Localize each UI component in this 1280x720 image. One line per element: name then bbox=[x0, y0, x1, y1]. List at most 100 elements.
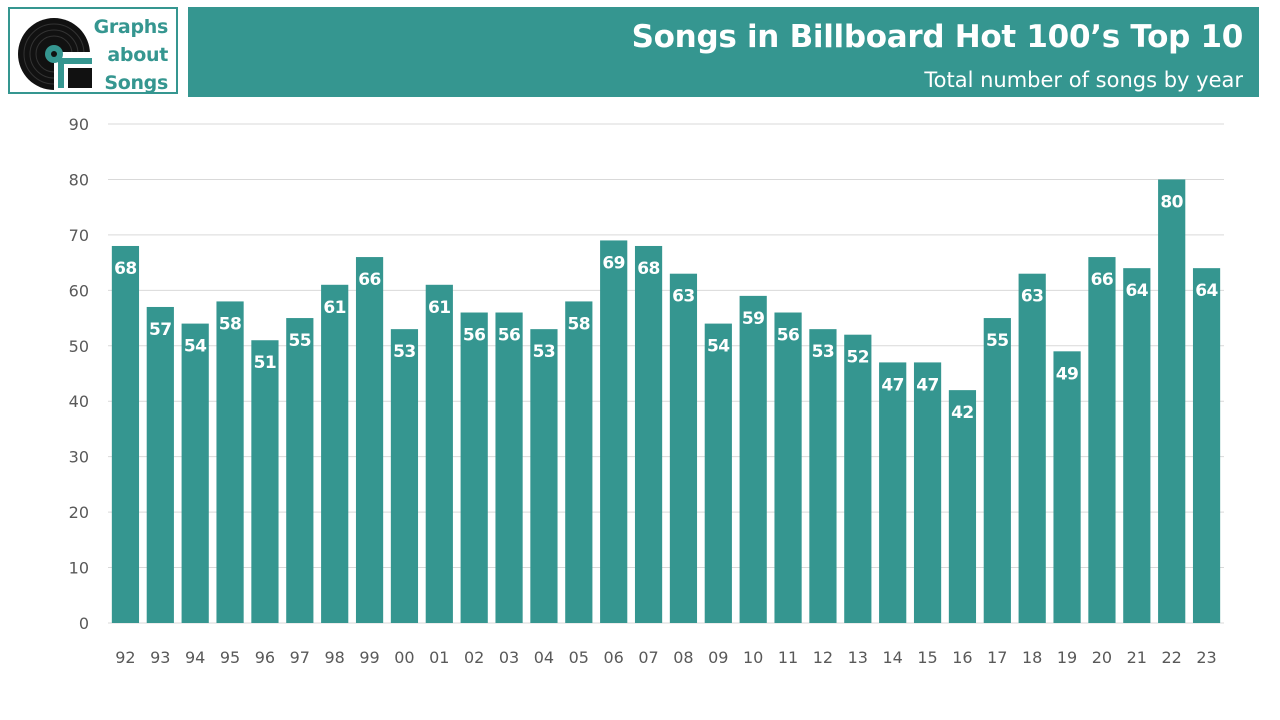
bar-value-label: 80 bbox=[1160, 192, 1183, 212]
bar-value-label: 69 bbox=[602, 253, 625, 273]
bar bbox=[146, 306, 174, 623]
y-tick-label: 40 bbox=[69, 392, 89, 411]
bar bbox=[425, 284, 453, 623]
bar-value-label: 53 bbox=[812, 342, 835, 362]
x-tick-label: 20 bbox=[1092, 648, 1112, 667]
x-tick-label: 23 bbox=[1196, 648, 1216, 667]
x-tick-label: 18 bbox=[1022, 648, 1042, 667]
x-tick-label: 93 bbox=[150, 648, 170, 667]
bar-value-label: 66 bbox=[358, 270, 381, 290]
x-tick-label: 01 bbox=[429, 648, 449, 667]
y-tick-label: 0 bbox=[79, 614, 89, 633]
logo: Graphs about Songs bbox=[8, 7, 178, 94]
x-axis: 92 93 94 95 96 97 98 99 00 01 02 03 04 05 06 07 08 09 10 11… bbox=[115, 648, 1216, 667]
bar-value-label: 52 bbox=[846, 348, 869, 368]
bar bbox=[1192, 268, 1221, 623]
bar-value-label: 42 bbox=[951, 403, 974, 423]
x-tick-label: 10 bbox=[743, 648, 763, 667]
chart-title: Songs in Billboard Hot 100’s Top 10 bbox=[631, 19, 1244, 55]
bar bbox=[1158, 179, 1186, 623]
bar bbox=[774, 312, 802, 623]
bar bbox=[809, 329, 837, 623]
bar-value-label: 51 bbox=[254, 353, 277, 373]
y-tick-label: 60 bbox=[69, 281, 89, 300]
header-banner: Songs in Billboard Hot 100’s Top 10 Tota… bbox=[188, 7, 1259, 97]
bar-value-label: 54 bbox=[707, 337, 730, 357]
x-tick-label: 99 bbox=[359, 648, 379, 667]
bar bbox=[1018, 273, 1046, 623]
bar bbox=[913, 362, 942, 623]
x-tick-label: 97 bbox=[290, 648, 310, 667]
bar-value-label: 55 bbox=[288, 331, 311, 351]
bar-value-label: 66 bbox=[1091, 270, 1114, 290]
x-tick-label: 94 bbox=[185, 648, 205, 667]
bar bbox=[879, 362, 907, 623]
bar bbox=[111, 245, 140, 623]
bar bbox=[321, 284, 349, 623]
bar bbox=[669, 273, 698, 623]
bar bbox=[355, 257, 384, 623]
bar bbox=[1123, 268, 1151, 623]
bar bbox=[181, 323, 209, 623]
y-axis: 0 10 20 30 40 50 60 70 80 90 bbox=[69, 115, 89, 633]
bar-value-label: 53 bbox=[393, 342, 416, 362]
bar-value-label: 63 bbox=[672, 287, 695, 307]
logo-line-1: Graphs bbox=[93, 16, 169, 38]
bar bbox=[1088, 257, 1116, 623]
bar-value-label: 54 bbox=[184, 337, 207, 357]
x-tick-label: 15 bbox=[917, 648, 937, 667]
x-tick-label: 02 bbox=[464, 648, 484, 667]
bar-value-label: 47 bbox=[916, 375, 939, 395]
bar bbox=[495, 312, 523, 623]
x-tick-label: 95 bbox=[220, 648, 240, 667]
bar-value-label: 61 bbox=[428, 298, 451, 318]
x-tick-label: 96 bbox=[255, 648, 275, 667]
bar bbox=[1053, 351, 1081, 623]
bar bbox=[286, 318, 314, 623]
bar-value-label: 56 bbox=[498, 326, 521, 346]
x-tick-label: 21 bbox=[1127, 648, 1147, 667]
bar-value-label: 53 bbox=[533, 342, 556, 362]
x-tick-label: 22 bbox=[1162, 648, 1182, 667]
x-tick-label: 19 bbox=[1057, 648, 1077, 667]
bar bbox=[704, 323, 732, 623]
logo-line-3: Songs bbox=[104, 72, 168, 94]
bar bbox=[739, 295, 767, 623]
y-tick-label: 30 bbox=[69, 448, 89, 467]
bar-value-label: 58 bbox=[219, 314, 242, 334]
x-tick-label: 16 bbox=[952, 648, 972, 667]
x-tick-label: 05 bbox=[569, 648, 589, 667]
logo-line-2: about bbox=[107, 44, 168, 66]
x-tick-label: 09 bbox=[708, 648, 728, 667]
x-tick-label: 00 bbox=[394, 648, 414, 667]
x-tick-label: 07 bbox=[638, 648, 658, 667]
bar bbox=[251, 340, 279, 623]
bar-value-label: 56 bbox=[463, 326, 486, 346]
x-tick-label: 14 bbox=[883, 648, 903, 667]
y-tick-label: 20 bbox=[69, 503, 89, 522]
x-tick-label: 13 bbox=[848, 648, 868, 667]
y-tick-label: 10 bbox=[69, 559, 89, 578]
x-tick-label: 04 bbox=[534, 648, 554, 667]
bar bbox=[390, 329, 419, 623]
bar-value-label: 56 bbox=[777, 326, 800, 346]
bar-value-label: 49 bbox=[1056, 364, 1079, 384]
bar-value-label: 68 bbox=[114, 259, 137, 279]
y-tick-label: 80 bbox=[69, 170, 89, 189]
bar-value-label: 64 bbox=[1125, 281, 1148, 301]
y-tick-label: 90 bbox=[69, 115, 89, 134]
data-labels: 68 57 54 58 51 55 61 66 53 61 56 56 53 58 69 68 63 54 59 56… bbox=[114, 192, 1219, 423]
x-tick-label: 12 bbox=[813, 648, 833, 667]
x-tick-label: 08 bbox=[673, 648, 693, 667]
bar-value-label: 57 bbox=[149, 320, 172, 340]
x-tick-label: 03 bbox=[499, 648, 519, 667]
y-tick-label: 70 bbox=[69, 226, 89, 245]
bar bbox=[460, 312, 488, 623]
bar-value-label: 59 bbox=[742, 309, 765, 329]
bar bbox=[565, 301, 593, 623]
bar bbox=[216, 301, 244, 623]
x-tick-label: 98 bbox=[325, 648, 345, 667]
bar-value-label: 63 bbox=[1021, 287, 1044, 307]
chart-subtitle: Total number of songs by year bbox=[924, 68, 1243, 92]
